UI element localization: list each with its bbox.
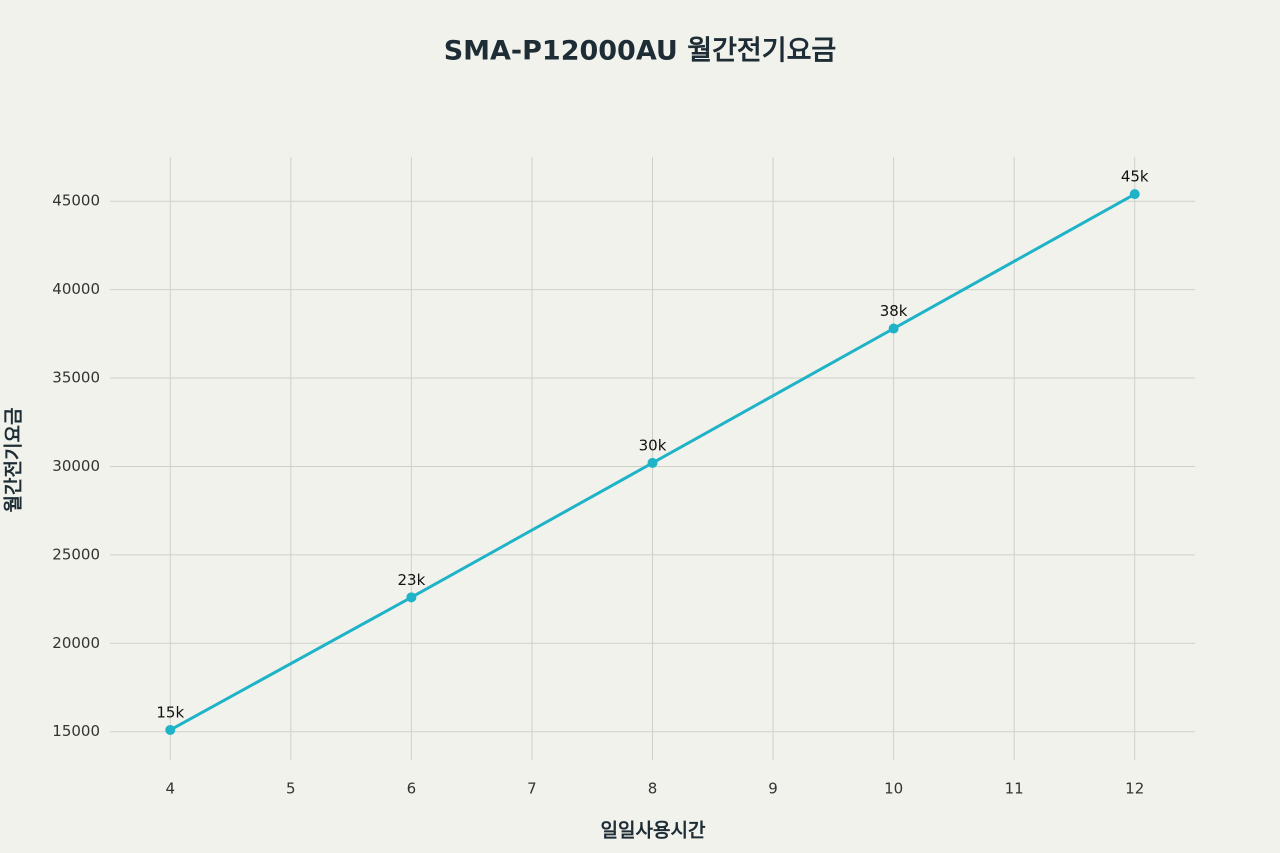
- x-tick-label: 10: [884, 780, 903, 798]
- y-tick-label: 30000: [52, 457, 100, 475]
- x-tick-label: 5: [286, 780, 296, 798]
- x-axis-label: 일일사용시간: [601, 820, 706, 842]
- y-tick-label: 25000: [52, 545, 100, 563]
- point: [165, 724, 176, 735]
- point: [888, 323, 899, 334]
- x-tick-label: 7: [527, 780, 537, 798]
- data-label: 15k: [156, 703, 184, 721]
- point: [1129, 189, 1140, 200]
- data-label: 38k: [880, 302, 908, 320]
- x-tick-label: 9: [768, 780, 778, 798]
- y-tick-label: 40000: [52, 280, 100, 298]
- y-tick-label: 35000: [52, 369, 100, 387]
- x-tick-label: 11: [1005, 780, 1024, 798]
- chart-title: SMA-P12000AU 월간전기요금: [444, 36, 837, 67]
- y-axis-label: 월간전기요금: [3, 408, 25, 513]
- data-label: 45k: [1121, 168, 1149, 186]
- y-tick-label: 15000: [52, 722, 100, 740]
- data-label: 23k: [397, 571, 425, 589]
- point: [647, 457, 658, 468]
- x-tick-label: 4: [166, 780, 176, 798]
- y-tick-label: 45000: [52, 192, 100, 210]
- data-label: 30k: [639, 436, 667, 454]
- x-tick-label: 6: [407, 780, 417, 798]
- x-tick-label: 8: [648, 780, 658, 798]
- y-tick-label: 20000: [52, 634, 100, 652]
- point: [406, 592, 417, 603]
- x-tick-label: 12: [1125, 780, 1144, 798]
